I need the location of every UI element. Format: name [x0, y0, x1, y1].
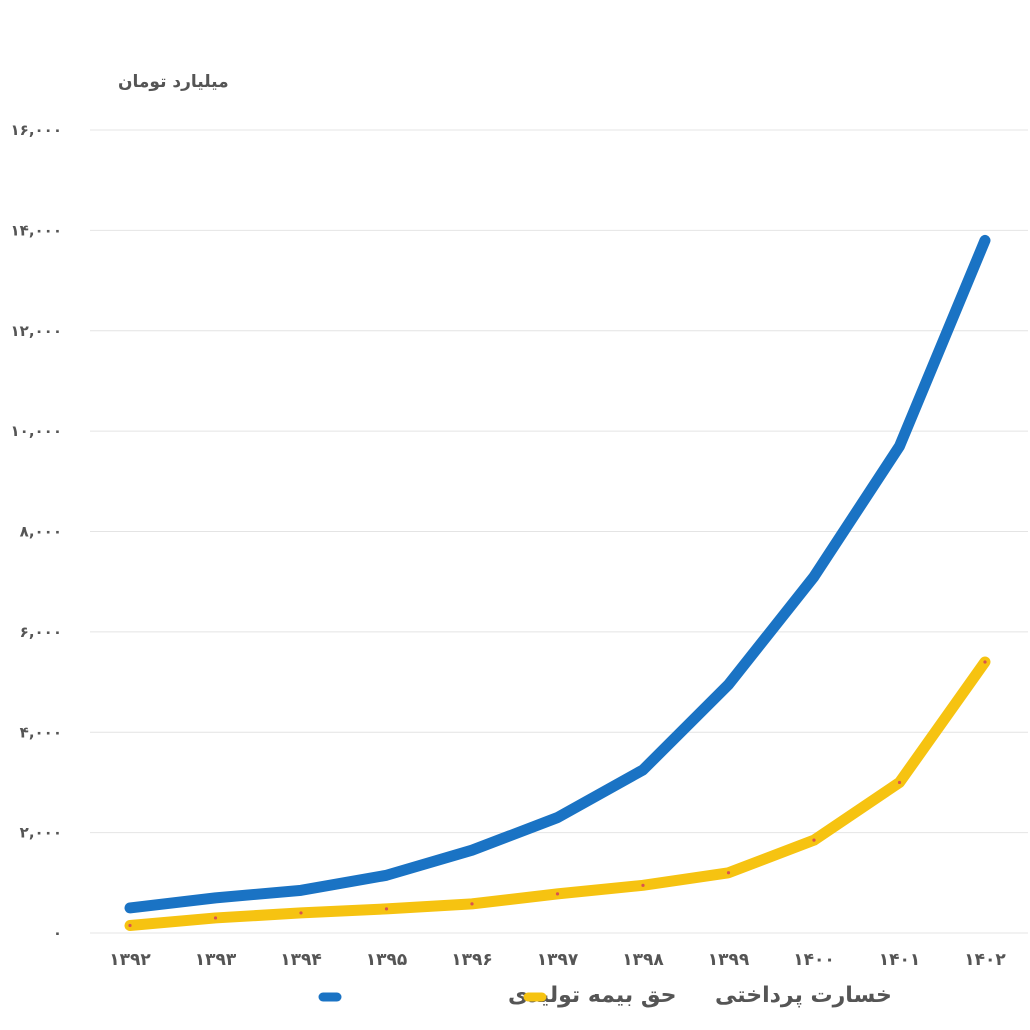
y-tick-label: ۱۴,۰۰۰ [11, 221, 62, 239]
gridlines [90, 129, 1028, 934]
x-tick-label: ۱۳۹۹ [708, 950, 750, 970]
x-tick-label: ۱۳۹۶ [451, 950, 493, 970]
y-tick-label: ۴,۰۰۰ [20, 723, 62, 741]
data-point [470, 902, 474, 906]
x-tick-label: ۱۳۹۵ [366, 950, 408, 970]
x-tick-label: ۱۳۹۳ [195, 950, 237, 970]
x-tick-label: ۱۴۰۱ [879, 950, 921, 970]
data-point [983, 660, 987, 664]
y-tick-label: ۶,۰۰۰ [20, 623, 62, 641]
legend-label-1: خسارت پرداختی [715, 983, 892, 1008]
y-tick-label: ۱۶,۰۰۰ [11, 121, 62, 139]
y-tick-label: ۸,۰۰۰ [20, 523, 62, 541]
data-point [299, 911, 303, 915]
legend: حق بیمه تولیدی خسارت پرداختی [318, 983, 892, 1008]
series-line-1 [124, 656, 991, 931]
data-point [641, 883, 645, 887]
data-point [213, 916, 218, 920]
x-tick-label: ۱۳۹۷ [537, 950, 579, 970]
x-axis-tick-labels: ۱۳۹۲ ۱۳۹۳ ۱۳۹۴ ۱۳۹۵ ۱۳۹۶ ۱۳۹۷ ۱۳۹۸ ۱۳۹۹ ۱۴۰۰ ۱۴۰۱… [109, 950, 1006, 970]
x-tick-label: ۱۳۹۲ [109, 950, 151, 970]
y-tick-label: ۱۰,۰۰۰ [11, 422, 62, 440]
y-axis-unit-label: میلیارد تومان [118, 72, 229, 92]
series-lines [124, 234, 991, 931]
y-tick-label: ۲,۰۰۰ [20, 824, 62, 842]
x-tick-label: ۱۴۰۰ [793, 950, 835, 970]
data-point [128, 923, 132, 928]
x-tick-label: ۱۳۹۴ [280, 950, 322, 970]
data-point [384, 907, 389, 911]
y-tick-label: ۱۲,۰۰۰ [11, 322, 62, 340]
data-point [812, 838, 816, 842]
data-point [555, 892, 560, 896]
y-tick-label: ۰ [53, 924, 62, 942]
x-tick-label: ۱۴۰۲ [964, 950, 1006, 970]
data-point [726, 871, 731, 875]
x-tick-label: ۱۳۹۸ [622, 950, 664, 970]
data-point [897, 780, 902, 785]
y-axis-tick-labels: ۰ ۲,۰۰۰ ۴,۰۰۰ ۶,۰۰۰ ۸,۰۰۰ ۱۰,۰۰۰ ۱۲,۰۰۰ ۱۴,۰۰۰ ۱… [11, 121, 62, 942]
